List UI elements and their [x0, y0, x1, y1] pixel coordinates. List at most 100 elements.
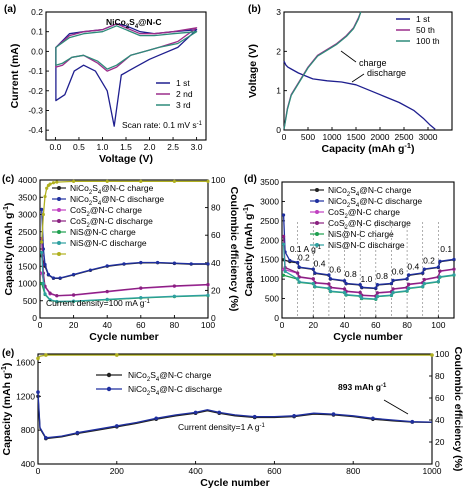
x-tick-label-b: 2000 [371, 132, 390, 142]
data-point-c-5 [172, 294, 176, 298]
annotation-discharge: discharge [367, 68, 406, 78]
legend-label-d: NiS@N-C discharge [328, 240, 405, 250]
y2-tick-label-e: 20 [435, 437, 445, 447]
y2-axis-label-e: Coulombic efficiency (%) [452, 347, 464, 472]
series-line-c-5 [41, 252, 209, 303]
y2-tick-label-e: 60 [435, 393, 445, 403]
data-point-e-1 [371, 416, 375, 421]
x-axis-label-a: Voltage (V) [99, 153, 153, 165]
rate-label: 0.8 [345, 269, 357, 279]
legend-label-a: 3 rd [176, 100, 191, 110]
data-point-c-5 [105, 297, 109, 301]
data-point-d-5 [391, 290, 395, 294]
data-point-d-5 [311, 281, 315, 286]
data-point-c-6 [51, 181, 56, 185]
x-tick-label-a: 0.5 [73, 142, 85, 152]
panel-label-b: (b) [248, 4, 261, 15]
y-tick-label-c: 1500 [18, 261, 37, 271]
data-point-d-1 [407, 273, 411, 277]
arrow-charge [340, 50, 357, 63]
data-point-c-6 [139, 179, 143, 183]
legend-marker-c [57, 219, 61, 223]
x-tick-label-d: 60 [371, 320, 381, 330]
legend-label-a: 2 nd [176, 89, 193, 99]
data-point-e-1 [36, 390, 40, 394]
data-point-e-1 [410, 419, 415, 424]
data-point-e-1 [75, 430, 80, 435]
y-tick-label-c: 500 [23, 296, 37, 306]
data-point-d-1 [389, 281, 394, 286]
data-point-e-1 [252, 414, 257, 419]
series-line-c-0 [41, 255, 208, 279]
data-point-d-1 [374, 286, 378, 290]
x-tick-label-a: 0.0 [49, 142, 61, 152]
data-point-c-5 [55, 299, 59, 304]
legend-label-d: CoS2@N-C charge [328, 207, 400, 220]
y-axis-label-e: Capacity (mAh g-1) [0, 363, 13, 456]
series-line-c-3 [41, 238, 209, 297]
rate-label: 0.8 [376, 271, 388, 281]
y2-tick-label-c: 0 [211, 313, 216, 323]
data-point-e-1 [193, 410, 198, 415]
y-axis-label-a: Current (mA) [9, 44, 21, 109]
data-point-e-2 [44, 353, 48, 357]
rate-label: 0.1 [440, 244, 452, 254]
data-point-c-3 [72, 293, 76, 297]
y-axis-label-b: Voltage (V) [247, 44, 259, 98]
data-point-d-5 [407, 286, 411, 290]
data-point-d-5 [313, 284, 317, 289]
data-point-d-5 [375, 294, 379, 298]
data-point-c-1 [51, 276, 56, 280]
legend-marker-c [57, 252, 61, 256]
data-point-e-1 [331, 412, 336, 416]
y-tick-label-e: 1600 [16, 357, 35, 367]
data-point-d-5 [328, 289, 333, 293]
series-line-a-1 [55, 23, 198, 72]
axes-frame-e [37, 353, 433, 465]
y2-tick-label-c: 60 [211, 230, 221, 240]
data-point-c-1 [156, 260, 160, 265]
data-point-c-3 [105, 289, 109, 294]
data-point-d-1 [391, 278, 395, 282]
y-tick-label-b: 3 [276, 7, 281, 17]
legend-marker-d [315, 243, 319, 247]
x-tick-label-c: 0 [38, 320, 43, 330]
data-point-d-5 [358, 294, 362, 298]
data-point-d-4 [281, 273, 286, 277]
data-point-c-1 [88, 268, 92, 272]
data-point-e-1 [115, 424, 119, 428]
legend-marker-c [57, 230, 61, 234]
y-tick-label-d: 1000 [260, 274, 279, 284]
rate-label: 0.2 [298, 252, 310, 262]
panel-title-a: NiCo2S4@N-C [106, 17, 162, 30]
data-point-e-2 [115, 353, 119, 357]
legend-label-d: NiS@N-C charge [328, 229, 394, 239]
data-point-d-5 [297, 280, 301, 284]
data-point-c-5 [48, 298, 52, 302]
y2-tick-label-c: 80 [211, 203, 221, 213]
y-tick-label-a: 0.1 [31, 27, 43, 37]
data-point-c-1 [105, 264, 109, 268]
current-density-annotation-e: Current density=1 A g-1 [178, 422, 266, 432]
x-tick-label-d: 40 [340, 320, 350, 330]
data-point-e-2 [272, 353, 277, 357]
data-point-d-1 [313, 271, 317, 275]
legend-label-b: 50 th [416, 25, 435, 35]
x-tick-label-b: 3000 [419, 132, 438, 142]
data-point-c-1 [139, 260, 143, 265]
data-point-d-1 [328, 277, 333, 281]
rate-label: 0.1 A g-1 [290, 244, 322, 254]
x-tick-label-a: 1.5 [120, 142, 132, 152]
y-tick-label-d: 3500 [260, 177, 279, 187]
y-tick-label-d: 2000 [260, 235, 279, 245]
data-point-e-1 [44, 435, 48, 440]
data-point-d-1 [342, 279, 347, 283]
y-tick-label-a: -0.3 [28, 105, 43, 115]
rate-label: 0.4 [407, 261, 419, 271]
x-tick-label-d: 100 [431, 320, 445, 330]
y-tick-label-e: 800 [21, 425, 35, 435]
y-tick-label-c: 3000 [18, 210, 37, 220]
y-tick-label-a: 0.2 [31, 7, 43, 17]
data-point-d-1 [421, 271, 425, 275]
